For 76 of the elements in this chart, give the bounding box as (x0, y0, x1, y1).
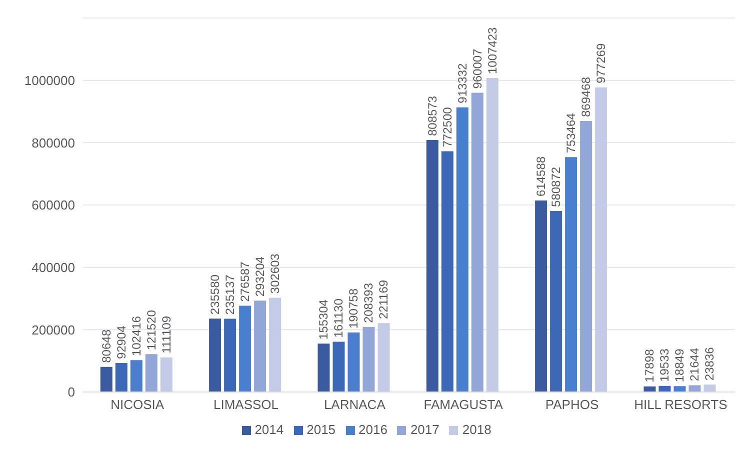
y-tick-label: 600000 (32, 198, 75, 213)
x-tick-label: LARNACA (324, 397, 386, 412)
data-label: 155304 (316, 299, 331, 340)
data-label: 960007 (470, 48, 484, 89)
data-label: 102416 (129, 316, 144, 356)
legend-label: 2017 (410, 422, 440, 437)
legend-label: 2014 (254, 422, 284, 437)
legend-label: 2016 (358, 422, 388, 437)
y-tick-label: 1000000 (24, 72, 75, 88)
x-tick-label: PAPHOS (545, 397, 599, 412)
bar (348, 332, 360, 392)
legend-label: 2018 (462, 422, 492, 437)
data-label: 753464 (564, 112, 578, 154)
data-label: 19533 (658, 348, 672, 382)
bar (580, 121, 592, 392)
bar (644, 386, 656, 392)
x-tick-label: HILL RESORTS (634, 397, 728, 412)
data-label: 92904 (114, 325, 128, 360)
bar (456, 107, 468, 392)
x-tick-label: FAMAGUSTA (424, 397, 504, 412)
data-label: 121520 (144, 310, 158, 350)
x-tick-label: NICOSIA (110, 397, 164, 412)
data-label: 17898 (642, 348, 657, 382)
data-label: 913332 (455, 62, 470, 104)
data-label: 190758 (346, 288, 361, 329)
x-tick-label: LIMASSOL (213, 397, 279, 412)
data-label: 808573 (425, 96, 440, 136)
bar (130, 360, 142, 392)
data-label: 772500 (440, 106, 454, 148)
bar (318, 344, 330, 392)
bar (269, 298, 282, 392)
data-label: 23836 (702, 346, 717, 381)
bar (535, 200, 548, 392)
bar (362, 327, 375, 392)
bar (658, 386, 671, 392)
bar (115, 363, 128, 392)
bar (486, 78, 498, 392)
data-label: 235137 (223, 274, 238, 315)
bar (565, 157, 578, 392)
bar (595, 87, 608, 392)
bar (145, 354, 158, 392)
bar (426, 140, 438, 392)
data-label: 293204 (253, 256, 268, 297)
data-label: 580872 (549, 166, 564, 207)
data-label: 18849 (672, 348, 687, 382)
data-label: 235580 (208, 274, 222, 315)
bar (674, 386, 686, 392)
bar (254, 300, 266, 392)
bar (550, 210, 562, 392)
data-label: 208393 (362, 282, 376, 324)
data-label: 1007423 (485, 26, 500, 74)
bar (378, 323, 390, 392)
bar (239, 306, 252, 392)
data-label: 111109 (159, 316, 174, 354)
bar (209, 318, 222, 392)
bar (704, 384, 716, 392)
bar (332, 342, 345, 392)
data-label: 80648 (99, 329, 114, 363)
data-label: 276587 (238, 261, 252, 302)
data-label: 21644 (688, 348, 702, 382)
data-label: 221169 (376, 280, 391, 320)
legend-label: 2015 (306, 422, 336, 437)
y-tick-label: 400000 (32, 260, 75, 275)
data-label: 869468 (579, 76, 594, 118)
y-tick-label: 800000 (32, 135, 75, 150)
data-label: 302603 (268, 253, 282, 294)
bar (224, 318, 236, 392)
data-label: 614588 (534, 156, 548, 196)
bar (100, 366, 112, 392)
bar (441, 151, 454, 392)
y-tick-label: 200000 (32, 322, 75, 338)
data-label: 161130 (332, 298, 346, 338)
bar (471, 92, 484, 392)
y-tick-label: 0 (68, 384, 75, 400)
data-label: 977269 (594, 43, 608, 84)
bar (160, 357, 172, 392)
